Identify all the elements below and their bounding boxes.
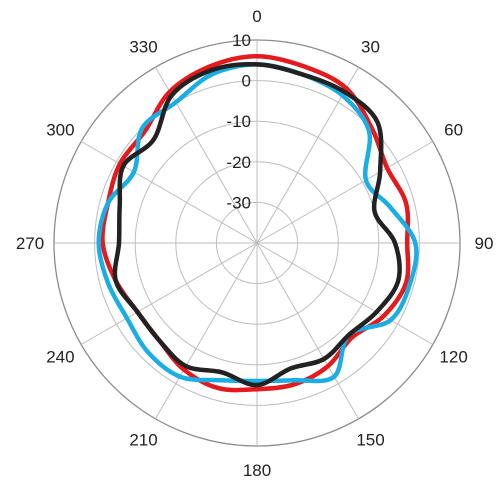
radial-tick-label: -10 <box>226 112 251 131</box>
angle-tick-label: 60 <box>444 121 463 140</box>
series-line-2 <box>96 62 419 384</box>
radial-tick-label: -30 <box>226 193 251 212</box>
angle-tick-label: 330 <box>129 37 157 56</box>
polar-grid <box>53 39 461 447</box>
grid-spoke <box>80 242 258 345</box>
grid-spoke <box>256 141 434 244</box>
radial-tick-label: 0 <box>242 72 251 91</box>
angle-tick-label: 180 <box>243 461 271 480</box>
grid-spoke <box>256 242 434 345</box>
radial-tick-label: -20 <box>226 153 251 172</box>
series-line-1 <box>100 53 411 393</box>
angle-tick-label: 300 <box>46 121 74 140</box>
radial-tick-label: 10 <box>232 31 251 50</box>
angle-tick-label: 270 <box>16 234 44 253</box>
angle-tick-label: 0 <box>252 7 261 26</box>
grid-spoke <box>256 242 359 420</box>
angle-tick-label: 90 <box>475 234 494 253</box>
series-layer <box>96 53 419 393</box>
angle-tick-label: 240 <box>46 348 74 367</box>
angle-tick-label: 120 <box>439 348 467 367</box>
angle-tick-label: 210 <box>129 431 157 450</box>
grid-spoke <box>80 141 258 244</box>
angle-tick-label: 150 <box>356 431 384 450</box>
labels-layer: 0 30 60 90 120 150 180 210 240 270 300 330 -30 -20 -10… <box>16 7 494 480</box>
grid-spoke <box>155 242 258 420</box>
angle-tick-label: 30 <box>361 37 380 56</box>
series-line-3 <box>112 61 402 388</box>
